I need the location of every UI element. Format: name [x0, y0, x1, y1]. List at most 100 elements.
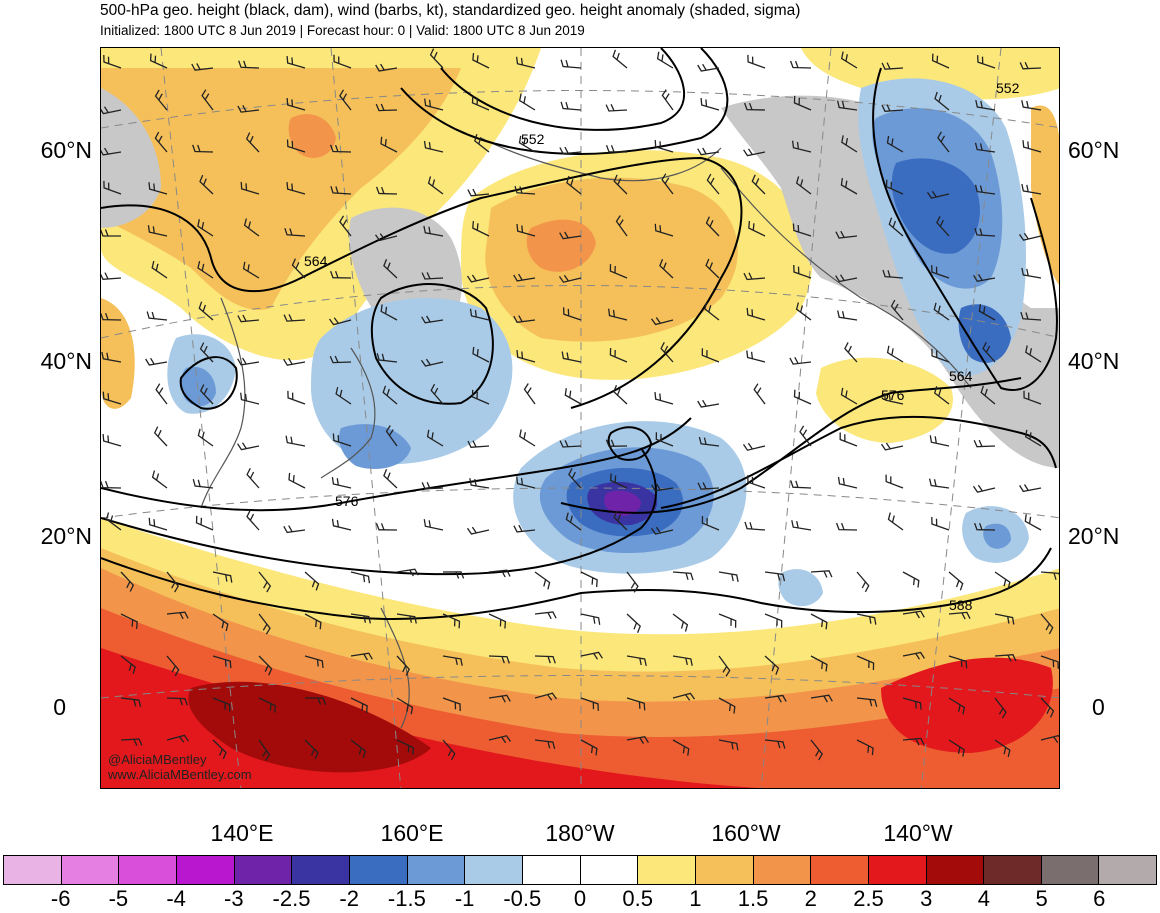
wind-barb — [764, 613, 783, 628]
wind-barb — [948, 697, 966, 715]
wind-barb — [608, 308, 628, 321]
wind-barb — [744, 521, 766, 531]
contour-564-east — [872, 67, 1058, 391]
wind-barb — [610, 473, 628, 489]
lat-label-20-left: 20°N — [40, 523, 92, 549]
wind-barb — [328, 317, 352, 326]
wind-barb — [751, 174, 766, 195]
wind-barb — [523, 383, 536, 405]
wind-barb — [926, 190, 950, 199]
wind-barb — [789, 356, 812, 365]
wind-barb — [198, 301, 214, 321]
wind-barb — [902, 737, 925, 746]
wind-barb — [661, 89, 674, 111]
wind-barb — [902, 610, 925, 619]
wind-barb — [287, 390, 306, 405]
lat-label-40-right: 40°N — [1068, 348, 1120, 374]
wind-barb — [886, 345, 904, 363]
wind-barb — [199, 174, 214, 195]
wind-barb — [212, 739, 227, 760]
wind-barb — [516, 224, 536, 237]
wind-barb — [856, 571, 870, 593]
wind-barb — [609, 347, 628, 363]
coast-alaska — [720, 167, 972, 389]
map-subtitle: Initialized: 1800 UTC 8 Jun 2019 | Forec… — [100, 23, 585, 38]
wind-barb — [835, 522, 858, 531]
wind-barb — [101, 272, 122, 280]
colorbar-tick-label: -6 — [50, 886, 71, 911]
wind-barb — [513, 273, 536, 282]
wind-barb — [145, 357, 168, 366]
lon-label-160e: 160°E — [380, 820, 444, 846]
wind-barb — [380, 136, 398, 153]
colorbar-swatch — [4, 856, 62, 884]
anomaly-korea-neg-1 — [180, 366, 216, 407]
wind-barb — [883, 393, 904, 405]
lat-label-60-left: 60°N — [40, 137, 92, 163]
wind-barb — [793, 264, 812, 279]
coast-bering — [480, 137, 722, 182]
wind-barb — [516, 350, 536, 363]
wind-barb — [329, 144, 352, 153]
colorbar-tick-label: 4 — [977, 886, 991, 911]
wind-barb — [420, 358, 444, 367]
wind-barb — [105, 512, 122, 531]
wind-barb — [424, 98, 444, 111]
wind-barb — [580, 571, 598, 587]
contour-label: 564 — [949, 368, 973, 384]
wind-barb — [881, 104, 904, 112]
wind-barb — [103, 54, 122, 69]
wind-barb — [605, 144, 628, 153]
wind-barb — [382, 385, 398, 405]
wind-barb — [605, 439, 628, 447]
wind-barb — [672, 613, 689, 632]
wind-barb — [237, 357, 260, 366]
wind-barb — [335, 386, 352, 405]
wind-barb — [258, 697, 276, 713]
wind-barb — [191, 63, 214, 71]
wind-barb — [856, 613, 877, 625]
anomaly-bering-1.5 — [526, 219, 596, 272]
colorbar-swatch — [292, 856, 350, 884]
graticule-lon-2 — [330, 48, 402, 788]
wind-barb — [566, 175, 582, 195]
wind-barb — [350, 697, 368, 713]
wind-barb — [559, 231, 582, 240]
wind-barb — [195, 515, 214, 531]
wind-barb — [902, 571, 920, 588]
wind-barb — [697, 63, 720, 72]
contour-576-west — [101, 417, 692, 512]
contour-korea-low — [179, 356, 238, 410]
anomaly-band-3 — [188, 681, 431, 773]
lat-label-0-right: 0 — [1092, 694, 1105, 720]
wind-barb — [746, 307, 766, 321]
wind-barb — [931, 53, 950, 69]
height-contours — [101, 48, 1058, 620]
wind-barb — [375, 103, 398, 112]
wind-barb — [790, 480, 812, 489]
colorbar-swatch — [984, 856, 1042, 884]
wind-barb — [840, 51, 858, 69]
wind-barb — [515, 56, 536, 69]
wind-barb — [350, 652, 373, 661]
wind-barb — [613, 510, 628, 531]
contour-582-west — [101, 447, 657, 576]
wind-barb — [931, 516, 950, 531]
wind-barb — [101, 229, 121, 237]
colorbar — [3, 855, 1157, 885]
wind-barb — [626, 697, 646, 711]
wind-barbs — [101, 48, 1059, 761]
colorbar-tick-label: 3 — [920, 886, 933, 911]
wind-barb — [902, 651, 925, 660]
wind-barb — [374, 233, 398, 242]
credit: @AliciaMBentley www.AliciaMBentley.com — [108, 752, 252, 782]
wind-barb — [558, 274, 582, 283]
anomaly-band-2.5-east — [881, 657, 1053, 753]
wind-barb — [902, 697, 922, 710]
wind-barb — [718, 655, 731, 677]
wind-barb — [856, 739, 874, 756]
wind-barb — [442, 613, 461, 629]
landmask-north-america — [721, 95, 1059, 468]
wind-barb — [975, 99, 996, 111]
wind-barb — [429, 48, 444, 69]
